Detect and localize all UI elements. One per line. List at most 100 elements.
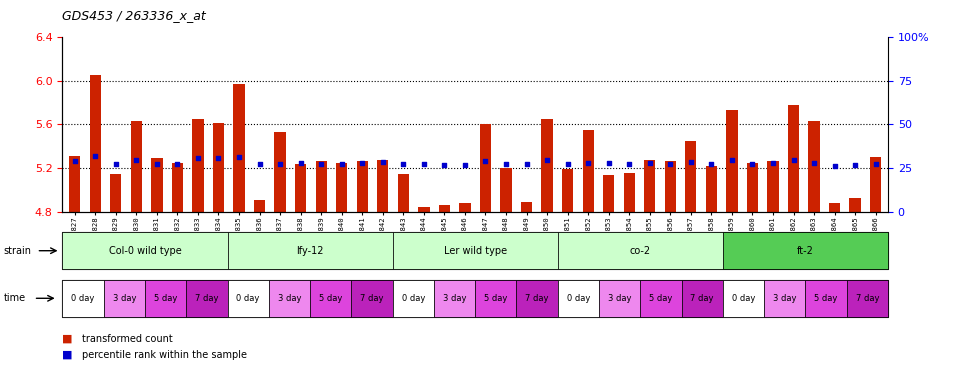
- Point: [293, 160, 308, 166]
- Bar: [110, 174, 122, 212]
- Point: [437, 162, 452, 168]
- Point: [375, 159, 391, 165]
- Bar: [275, 132, 286, 212]
- Text: 7 day: 7 day: [525, 294, 549, 303]
- Text: 0 day: 0 day: [71, 294, 95, 303]
- Text: lfy-12: lfy-12: [297, 246, 324, 256]
- Bar: [336, 163, 348, 212]
- Text: 0 day: 0 day: [566, 294, 590, 303]
- Text: 3 day: 3 day: [277, 294, 301, 303]
- Text: percentile rank within the sample: percentile rank within the sample: [82, 350, 247, 360]
- Point: [417, 161, 432, 167]
- Bar: [377, 160, 389, 212]
- Text: 5 day: 5 day: [649, 294, 673, 303]
- Bar: [500, 168, 512, 212]
- Bar: [439, 205, 450, 212]
- Point: [704, 161, 719, 167]
- Text: 5 day: 5 day: [319, 294, 343, 303]
- Text: 5 day: 5 day: [484, 294, 508, 303]
- Text: 3 day: 3 day: [608, 294, 632, 303]
- Text: 5 day: 5 day: [154, 294, 178, 303]
- Point: [786, 157, 802, 163]
- Bar: [356, 161, 368, 212]
- Point: [211, 156, 227, 161]
- Point: [848, 162, 863, 168]
- Point: [273, 161, 288, 167]
- Text: time: time: [4, 293, 26, 303]
- Point: [354, 160, 370, 166]
- Point: [827, 163, 842, 169]
- Point: [581, 160, 596, 166]
- Bar: [767, 161, 779, 212]
- Bar: [727, 110, 737, 212]
- Bar: [870, 157, 881, 212]
- Point: [170, 161, 185, 167]
- Bar: [213, 123, 224, 212]
- Text: 3 day: 3 day: [773, 294, 797, 303]
- Bar: [624, 173, 635, 212]
- Text: ■: ■: [62, 350, 73, 360]
- Bar: [69, 156, 81, 212]
- Bar: [664, 161, 676, 212]
- Point: [518, 161, 534, 167]
- Bar: [152, 158, 162, 212]
- Text: transformed count: transformed count: [82, 333, 173, 344]
- Point: [129, 157, 144, 163]
- Text: strain: strain: [4, 246, 32, 256]
- Point: [396, 161, 411, 167]
- Point: [724, 157, 739, 163]
- Point: [67, 158, 83, 164]
- Point: [684, 159, 699, 165]
- Text: ■: ■: [62, 333, 73, 344]
- Bar: [850, 198, 861, 212]
- Point: [868, 161, 883, 167]
- Text: 5 day: 5 day: [814, 294, 838, 303]
- Point: [478, 158, 493, 164]
- Point: [231, 154, 247, 160]
- Bar: [747, 163, 758, 212]
- Point: [806, 160, 822, 166]
- Bar: [603, 175, 614, 212]
- Bar: [172, 163, 183, 212]
- Point: [745, 161, 760, 167]
- Bar: [192, 119, 204, 212]
- Text: Col-0 wild type: Col-0 wild type: [108, 246, 181, 256]
- Point: [642, 160, 658, 166]
- Point: [621, 161, 636, 167]
- Point: [108, 161, 124, 167]
- Bar: [89, 75, 101, 212]
- Bar: [583, 130, 594, 212]
- Bar: [706, 166, 717, 212]
- Text: ft-2: ft-2: [797, 246, 814, 256]
- Bar: [419, 207, 429, 212]
- Bar: [521, 202, 532, 212]
- Text: 7 day: 7 day: [855, 294, 879, 303]
- Text: 0 day: 0 day: [401, 294, 425, 303]
- Bar: [131, 121, 142, 212]
- Point: [334, 161, 349, 167]
- Bar: [788, 105, 799, 212]
- Bar: [480, 124, 492, 212]
- Point: [601, 160, 616, 166]
- Text: 3 day: 3 day: [443, 294, 467, 303]
- Point: [560, 161, 575, 167]
- Point: [87, 153, 103, 159]
- Point: [540, 157, 555, 163]
- Point: [252, 161, 267, 167]
- Bar: [644, 160, 656, 212]
- Bar: [828, 203, 840, 212]
- Bar: [295, 164, 306, 212]
- Bar: [541, 119, 553, 212]
- Text: 7 day: 7 day: [690, 294, 714, 303]
- Text: 3 day: 3 day: [112, 294, 136, 303]
- Text: 7 day: 7 day: [195, 294, 219, 303]
- Bar: [316, 161, 326, 212]
- Point: [314, 161, 329, 167]
- Bar: [253, 200, 265, 212]
- Text: 7 day: 7 day: [360, 294, 384, 303]
- Bar: [808, 121, 820, 212]
- Bar: [233, 84, 245, 212]
- Text: GDS453 / 263336_x_at: GDS453 / 263336_x_at: [62, 9, 206, 22]
- Bar: [459, 203, 470, 212]
- Text: Ler wild type: Ler wild type: [444, 246, 507, 256]
